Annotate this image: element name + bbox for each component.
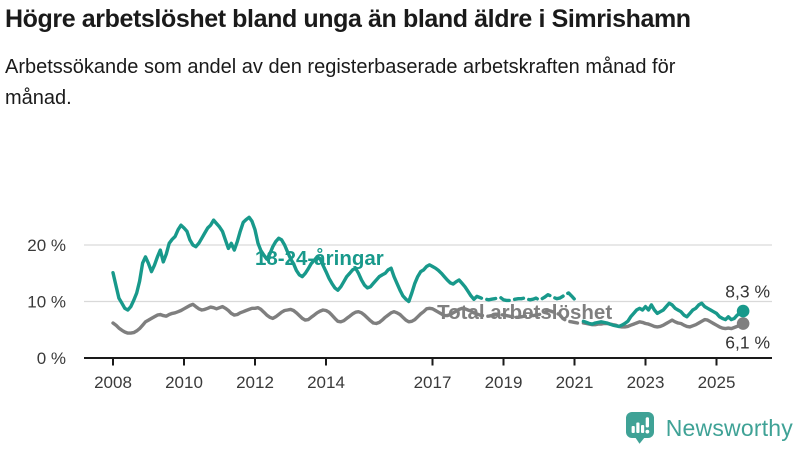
- series-label-total: Total arbetslöshet: [437, 301, 612, 324]
- x-tick-label-2010: 2010: [165, 373, 203, 392]
- page-subtitle: Arbetssökande som andel av den registerb…: [5, 56, 676, 109]
- x-tick-label-2012: 2012: [236, 373, 274, 392]
- newsworthy-brand: Newsworthy: [623, 411, 793, 445]
- page-title: Högre arbetslöshet bland unga än bland ä…: [5, 5, 691, 33]
- line-youth-dashed: [472, 291, 580, 305]
- brand-name: Newsworthy: [665, 414, 793, 441]
- y-tick-label-10: 10 %: [27, 293, 66, 312]
- bar-chart-speech-bubble-icon: [625, 412, 654, 444]
- line-total-solid-early: [111, 302, 476, 335]
- x-tick-label-2008: 2008: [94, 373, 132, 392]
- line-youth-solid-early: [111, 215, 476, 312]
- x-tick-label-2021: 2021: [556, 373, 594, 392]
- last-point-dot-youth: [736, 304, 750, 318]
- end-value-label-youth: 8,3 %: [725, 282, 770, 302]
- end-value-label-total: 6,1 %: [725, 333, 770, 353]
- line-total-dashed: [472, 308, 580, 325]
- last-point-dot-total: [736, 317, 750, 330]
- y-tick-label-0: 0 %: [37, 349, 66, 368]
- x-tick-label-2023: 2023: [627, 373, 665, 392]
- series-label-youth: 18-24-åringar: [255, 247, 384, 270]
- y-tick-label-20: 20 %: [27, 236, 66, 255]
- x-tick-label-2014: 2014: [307, 373, 345, 392]
- x-tick-label-2017: 2017: [414, 373, 452, 392]
- chart-header: Högre arbetslöshet bland unga än bland ä…: [5, 4, 705, 114]
- line-youth-solid-late: [581, 301, 745, 329]
- x-tick-label-2025: 2025: [698, 373, 736, 392]
- x-tick-label-2019: 2019: [485, 373, 523, 392]
